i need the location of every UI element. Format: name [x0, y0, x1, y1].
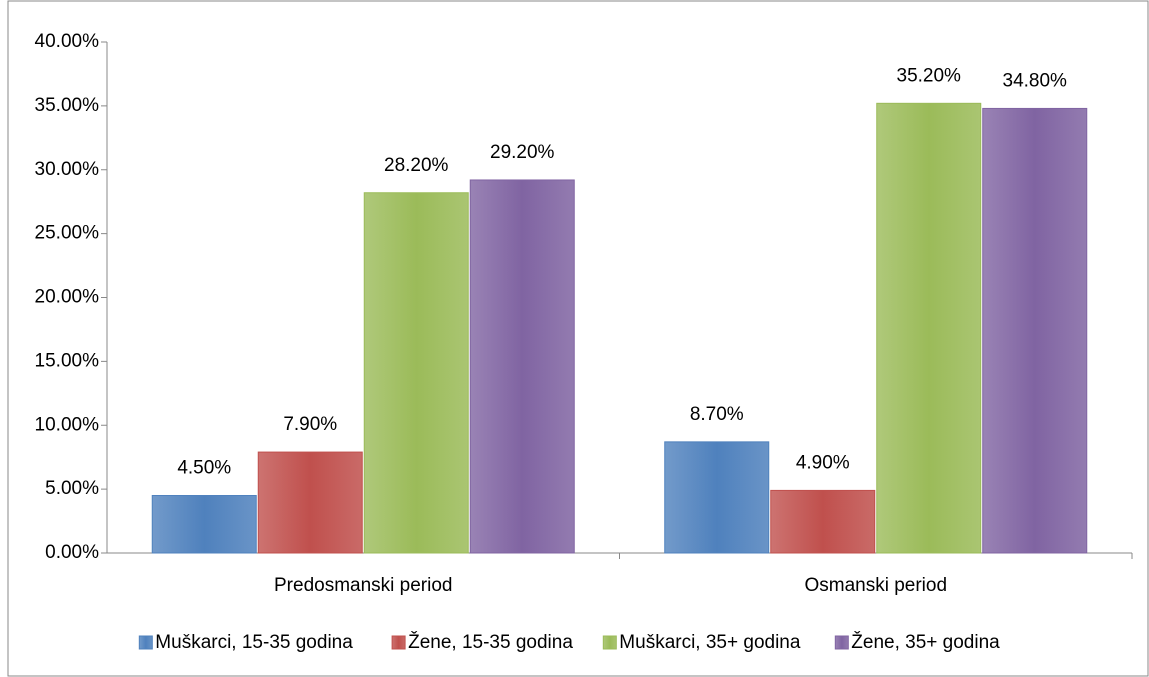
bar — [982, 107, 1088, 554]
y-tick-label: 5.00% — [45, 478, 99, 499]
data-label: 29.20% — [490, 142, 555, 163]
y-tick-label: 30.00% — [35, 159, 100, 180]
legend-swatch — [834, 635, 849, 650]
legend-label: Žene, 15-35 godina — [408, 631, 573, 653]
y-tick-label: 15.00% — [35, 350, 100, 371]
x-tick-label: Osmanski period — [804, 575, 947, 596]
y-tick-label: 0.00% — [45, 542, 99, 563]
legend-label: Muškarci, 35+ godina — [619, 632, 801, 653]
data-label: 4.90% — [796, 452, 850, 473]
legend-label: Muškarci, 15-35 godina — [155, 632, 353, 653]
y-tick-label: 40.00% — [35, 31, 100, 52]
y-tick-label: 10.00% — [35, 414, 100, 435]
legend-label: Žene, 35+ godina — [851, 631, 1000, 653]
x-tick-label: Predosmanski period — [274, 575, 452, 596]
data-label: 28.20% — [384, 155, 449, 176]
bar — [363, 192, 469, 554]
data-label: 4.50% — [177, 458, 231, 479]
legend-swatch — [602, 635, 617, 650]
legend-swatch — [138, 635, 153, 650]
data-label: 7.90% — [283, 414, 337, 435]
bar — [257, 451, 363, 554]
bar — [876, 102, 982, 554]
bar — [469, 179, 575, 554]
legend-swatch — [391, 635, 406, 650]
bar — [770, 489, 876, 554]
y-tick-label: 25.00% — [35, 223, 100, 244]
data-label: 8.70% — [690, 404, 744, 425]
y-tick-label: 35.00% — [35, 95, 100, 116]
bar — [664, 441, 770, 554]
data-label: 34.80% — [1003, 70, 1068, 91]
data-label: 35.20% — [897, 65, 962, 86]
y-tick-label: 20.00% — [35, 287, 100, 308]
bar — [151, 495, 257, 554]
